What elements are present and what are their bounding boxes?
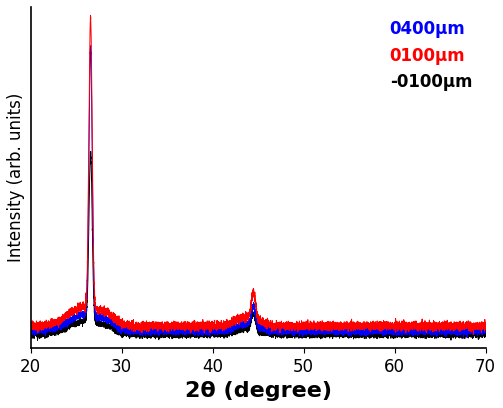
X-axis label: 2θ (degree): 2θ (degree) bbox=[185, 381, 331, 401]
Y-axis label: Intensity (arb. units): Intensity (arb. units) bbox=[7, 93, 25, 262]
Legend: 0400μm, 0100μm, -0100μm: 0400μm, 0100μm, -0100μm bbox=[385, 15, 477, 96]
